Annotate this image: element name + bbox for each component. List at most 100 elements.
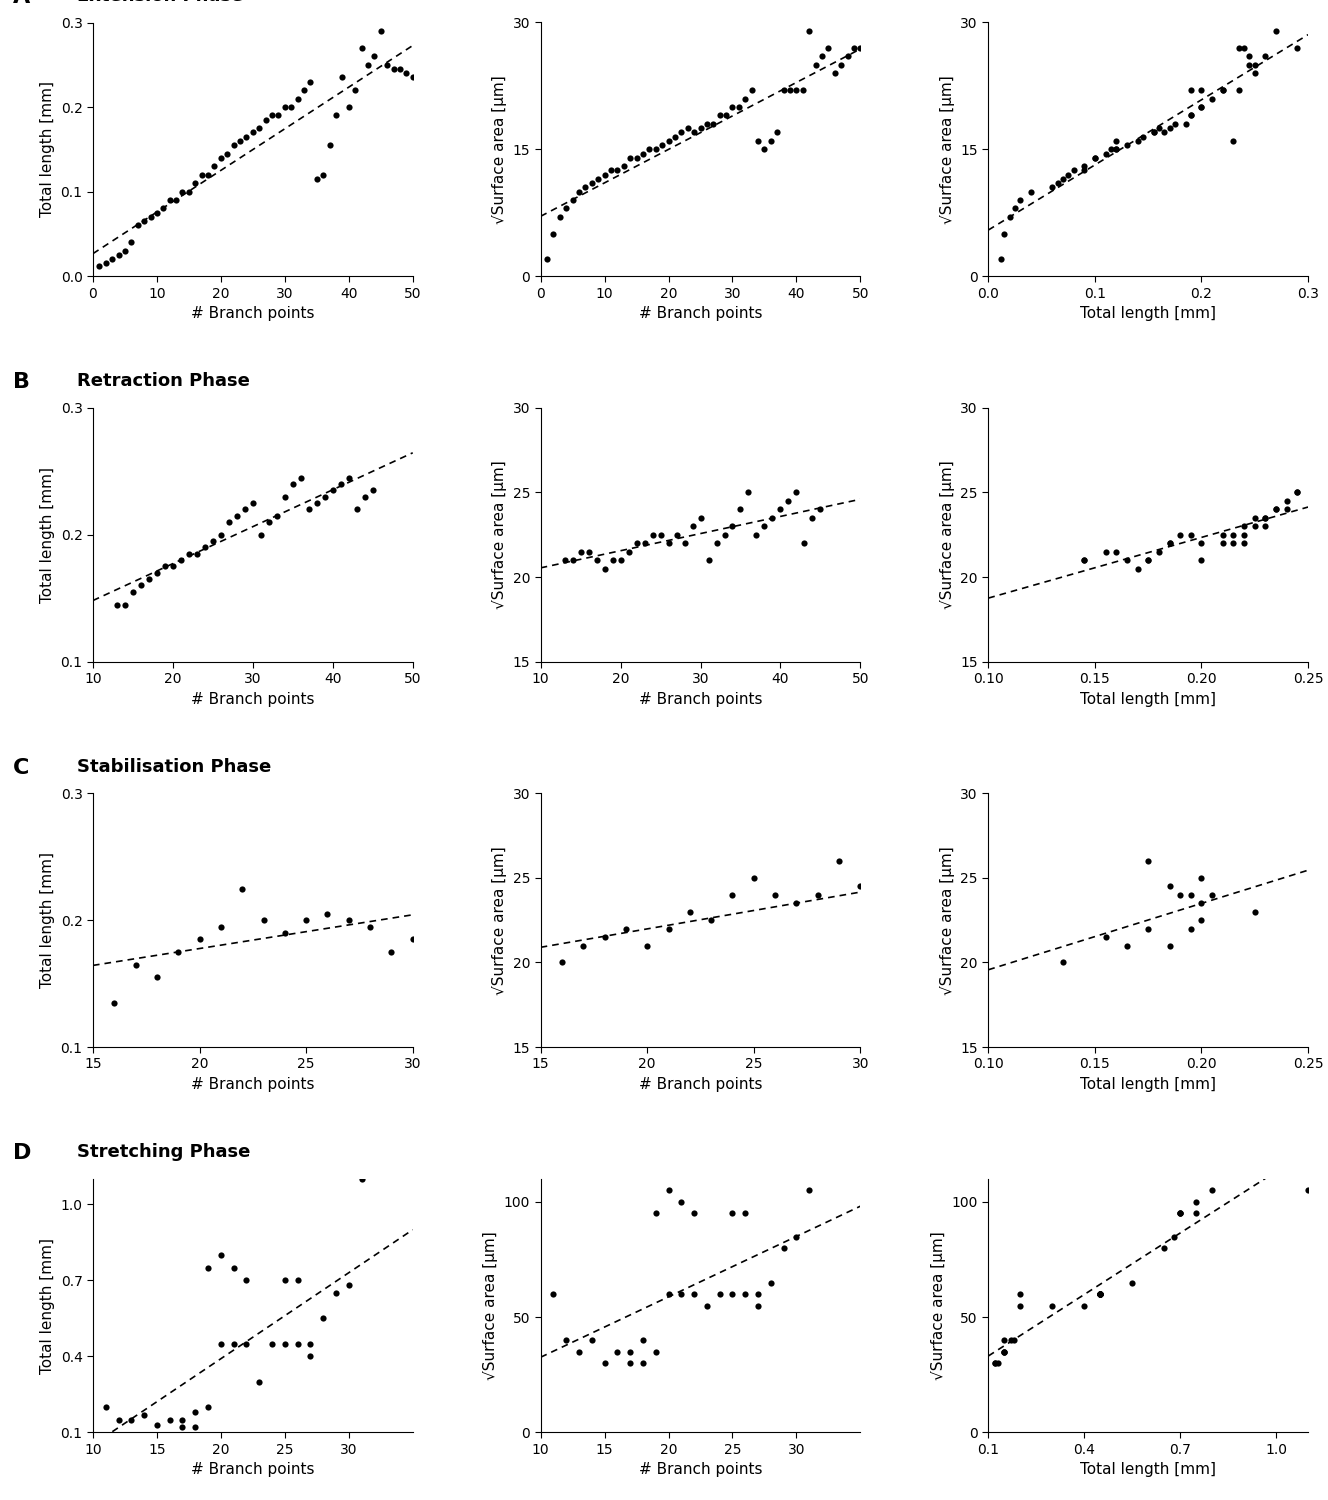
Point	[198, 1395, 219, 1419]
Point	[1266, 498, 1287, 522]
Point	[347, 498, 368, 522]
Point	[1223, 531, 1244, 555]
Point	[248, 116, 270, 140]
Point	[300, 1332, 321, 1356]
Point	[319, 134, 340, 158]
Point	[714, 524, 736, 548]
Point	[829, 849, 850, 873]
Point	[178, 542, 199, 566]
Text: C: C	[13, 758, 29, 778]
Point	[760, 129, 781, 153]
Point	[1191, 78, 1212, 102]
Point	[684, 120, 705, 144]
Point	[738, 480, 760, 504]
Point	[1057, 162, 1078, 186]
Point	[357, 53, 378, 76]
Point	[1101, 138, 1122, 162]
Point	[633, 531, 655, 555]
Point	[594, 1352, 615, 1376]
Point	[657, 1282, 679, 1306]
Point	[1181, 916, 1202, 940]
Point	[121, 1408, 142, 1432]
Point	[684, 1282, 705, 1306]
Point	[300, 1344, 321, 1368]
Point	[677, 116, 699, 140]
Point	[1244, 514, 1266, 538]
Point	[1212, 531, 1234, 555]
Point	[984, 1352, 1005, 1376]
Point	[223, 1256, 244, 1280]
Point	[760, 1270, 781, 1294]
Point	[1004, 196, 1025, 220]
Point	[993, 1340, 1015, 1364]
Point	[1089, 1282, 1110, 1306]
X-axis label: Total length [mm]: Total length [mm]	[1080, 306, 1216, 321]
Point	[1138, 548, 1159, 572]
Point	[1106, 129, 1127, 153]
Point	[185, 171, 206, 195]
Point	[127, 213, 149, 237]
Y-axis label: Total length [mm]: Total length [mm]	[40, 852, 54, 988]
Point	[786, 1224, 807, 1248]
Point	[550, 206, 571, 230]
Point	[555, 196, 576, 220]
Point	[1046, 171, 1068, 195]
Point	[620, 146, 641, 170]
Point	[639, 138, 660, 162]
Point	[765, 884, 786, 908]
Point	[1073, 548, 1094, 572]
Point	[722, 1202, 744, 1225]
Point	[312, 1306, 333, 1330]
Point	[778, 489, 799, 513]
Point	[1143, 120, 1165, 144]
Point	[171, 180, 193, 204]
Point	[323, 478, 344, 502]
Point	[1133, 124, 1154, 148]
X-axis label: # Branch points: # Branch points	[639, 1462, 762, 1478]
Point	[1244, 53, 1266, 76]
Point	[122, 580, 143, 604]
Point	[543, 222, 564, 246]
Point	[850, 874, 871, 898]
Point	[999, 206, 1020, 230]
Point	[1122, 1270, 1143, 1294]
Point	[360, 915, 381, 939]
X-axis label: # Branch points: # Branch points	[191, 1077, 315, 1092]
Point	[198, 1256, 219, 1280]
Point	[312, 162, 333, 186]
Point	[1202, 884, 1223, 908]
Point	[210, 1244, 231, 1268]
Point	[242, 490, 263, 514]
Point	[1073, 159, 1094, 183]
Point	[146, 966, 167, 990]
Point	[1266, 20, 1287, 44]
Point	[339, 1274, 360, 1298]
Point	[773, 1236, 794, 1260]
Point	[89, 254, 110, 278]
Point	[699, 548, 720, 572]
Point	[231, 876, 252, 900]
Point	[134, 209, 155, 232]
Point	[1239, 45, 1260, 69]
Point	[807, 884, 829, 908]
Point	[1117, 548, 1138, 572]
Point	[1170, 1202, 1191, 1225]
Point	[287, 87, 308, 111]
Point	[798, 20, 819, 44]
Point	[684, 1202, 705, 1225]
Point	[262, 104, 283, 128]
Point	[381, 940, 402, 964]
Text: Extension Phase: Extension Phase	[77, 0, 243, 4]
Point	[1009, 188, 1031, 211]
Point	[645, 138, 667, 162]
Point	[1052, 166, 1073, 190]
Point	[625, 531, 647, 555]
Point	[293, 78, 315, 102]
Point	[210, 1332, 231, 1356]
Point	[709, 104, 730, 128]
Point	[266, 504, 287, 528]
X-axis label: Total length [mm]: Total length [mm]	[1080, 1462, 1216, 1478]
Point	[696, 1293, 717, 1317]
Y-axis label: Total length [mm]: Total length [mm]	[40, 466, 54, 603]
Point	[1138, 548, 1159, 572]
